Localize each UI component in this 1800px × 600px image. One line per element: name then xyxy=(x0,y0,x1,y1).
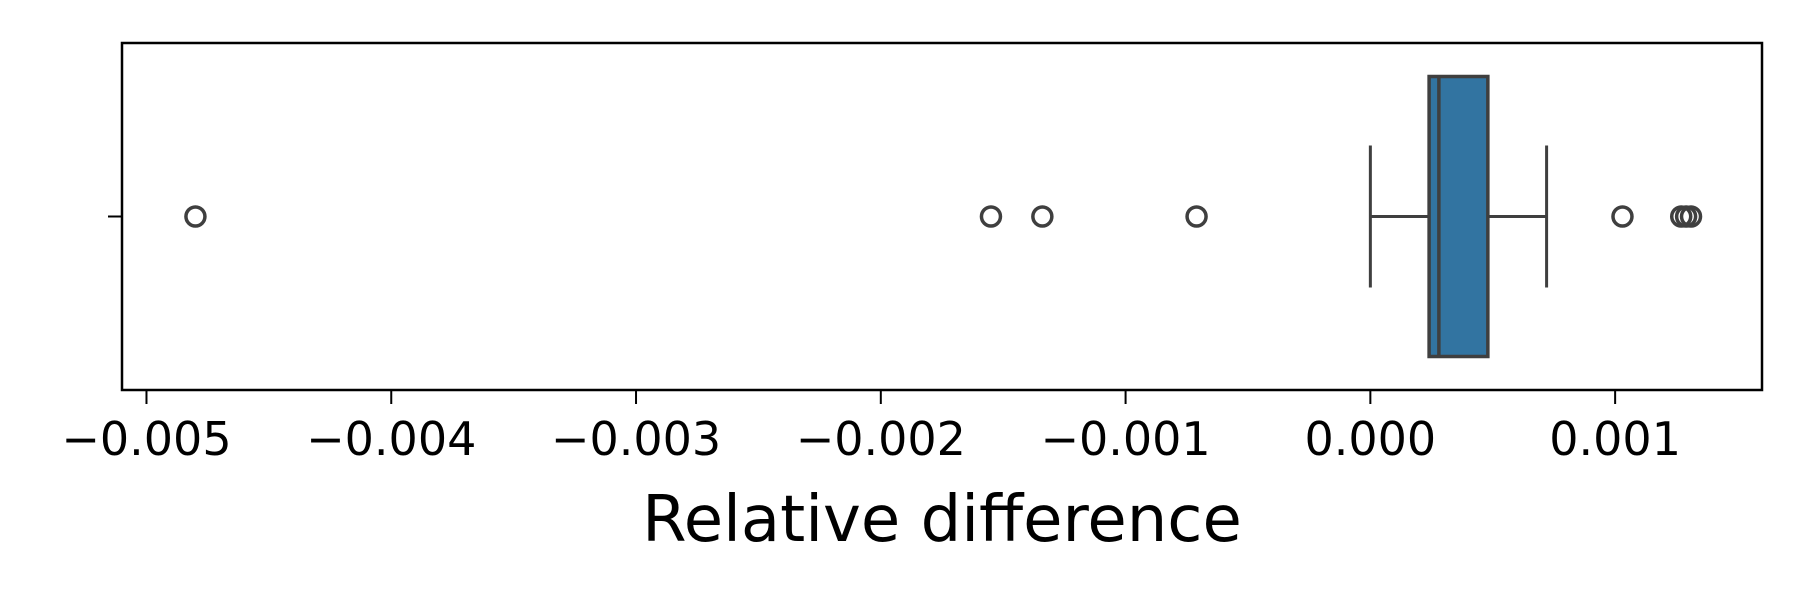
outlier-point xyxy=(1679,205,1703,228)
x-tick-label: −0.002 xyxy=(796,412,966,466)
outlier-point xyxy=(1031,205,1054,228)
x-axis-label: Relative difference xyxy=(642,483,1242,557)
x-tick-label: −0.003 xyxy=(551,412,721,466)
box-series-0 xyxy=(184,74,1703,359)
plot-layer xyxy=(184,74,1703,359)
x-tick-label: −0.001 xyxy=(1040,412,1210,466)
x-tick-label: 0.000 xyxy=(1305,412,1437,466)
outlier-point xyxy=(1185,205,1208,228)
x-tick-label: −0.004 xyxy=(306,412,476,466)
outlier-point xyxy=(184,205,207,228)
x-tick-label: −0.005 xyxy=(61,412,231,466)
outlier-point xyxy=(979,205,1003,228)
x-tick-label: 0.001 xyxy=(1549,412,1681,466)
outlier-point xyxy=(1611,205,1634,228)
x-axis-ticks: −0.005 −0.004 −0.003 −0.002 −0.001 0.000 0.001 xyxy=(61,390,1681,466)
